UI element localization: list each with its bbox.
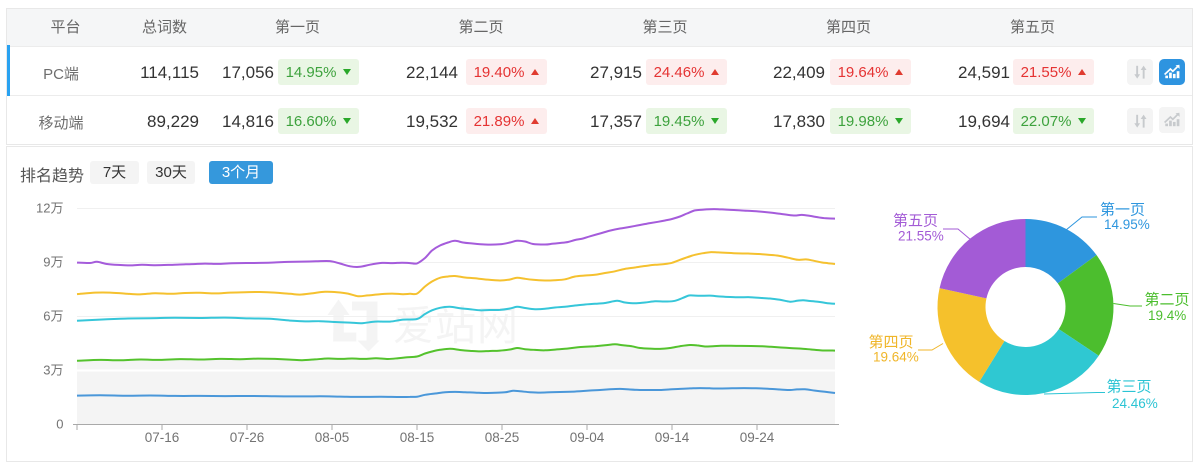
svg-text:3万: 3万: [43, 363, 63, 378]
svg-text:第一页: 第一页: [1100, 201, 1145, 219]
svg-text:09-14: 09-14: [655, 430, 690, 445]
svg-text:08-15: 08-15: [400, 430, 435, 445]
svg-text:07-16: 07-16: [145, 430, 180, 445]
svg-text:24.46%: 24.46%: [1112, 396, 1158, 411]
svg-text:第四页: 第四页: [869, 333, 914, 351]
svg-text:9万: 9万: [43, 255, 63, 270]
svg-text:09-24: 09-24: [740, 430, 775, 445]
svg-text:12万: 12万: [36, 201, 63, 216]
svg-text:08-05: 08-05: [315, 430, 350, 445]
svg-text:第二页: 第二页: [1145, 291, 1190, 309]
svg-text:19.4%: 19.4%: [1148, 308, 1186, 323]
svg-text:第三页: 第三页: [1107, 378, 1152, 396]
svg-text:14.95%: 14.95%: [1104, 217, 1150, 232]
svg-text:07-26: 07-26: [230, 430, 265, 445]
svg-text:08-25: 08-25: [485, 430, 520, 445]
svg-text:6万: 6万: [43, 309, 63, 324]
svg-text:0: 0: [56, 417, 63, 432]
svg-text:19.64%: 19.64%: [873, 350, 919, 365]
svg-text:第五页: 第五页: [893, 212, 938, 230]
svg-text:21.55%: 21.55%: [898, 229, 944, 244]
svg-text:09-04: 09-04: [570, 430, 605, 445]
